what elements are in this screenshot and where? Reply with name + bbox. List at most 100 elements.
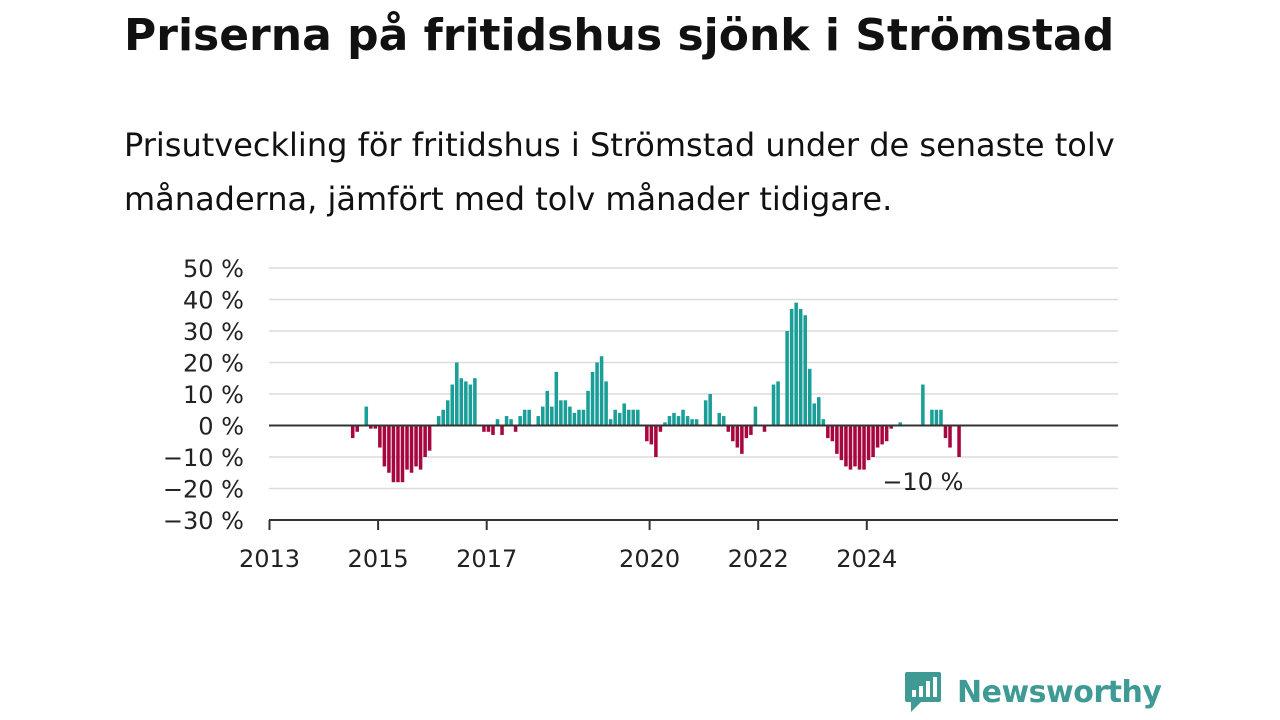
bar (803, 315, 807, 426)
bar (608, 419, 613, 426)
y-tick-label: −10 % (163, 444, 244, 472)
bar (550, 406, 554, 426)
bar (581, 409, 586, 426)
bar (930, 409, 934, 426)
x-tick-label: 2020 (619, 545, 680, 573)
bar (427, 425, 432, 451)
bar (473, 378, 477, 426)
y-tick-label: 0 % (198, 413, 244, 441)
bar (871, 425, 875, 457)
bar (500, 425, 504, 435)
bar (527, 409, 531, 426)
bar (541, 406, 545, 426)
bar (518, 416, 522, 426)
bar (613, 409, 617, 426)
bar (645, 425, 649, 442)
bar (948, 425, 952, 448)
bar (545, 390, 550, 426)
bar (455, 362, 459, 426)
bar (504, 416, 509, 426)
bar (378, 425, 382, 448)
bar (350, 425, 355, 439)
bar (681, 409, 685, 426)
bar (464, 381, 468, 426)
bar (884, 425, 889, 442)
bar (794, 302, 798, 426)
newsworthy-logo-icon (905, 672, 941, 712)
bar (590, 371, 595, 426)
bar (418, 425, 423, 470)
brand-name: Newsworthy (957, 674, 1162, 710)
bar (749, 425, 753, 435)
bar (939, 409, 943, 426)
chart-title: Priserna på fritidshus sjönk i Strömstad (124, 10, 1115, 61)
bar (617, 412, 622, 426)
bar (450, 384, 455, 426)
bar (595, 362, 599, 426)
y-tick-label: 10 % (183, 381, 244, 409)
bar (672, 412, 676, 426)
chart-subtitle: Prisutveckling för fritidshus i Strömsta… (124, 126, 1115, 218)
bar (694, 419, 699, 426)
bar (631, 409, 636, 426)
x-tick-label: 2024 (836, 545, 897, 573)
y-tick-label: 30 % (183, 318, 244, 346)
bar (880, 425, 884, 445)
bar (663, 422, 667, 426)
y-tick-label: −20 % (163, 476, 244, 504)
x-tick-label: 2022 (728, 545, 789, 573)
bar (771, 384, 776, 426)
bar (559, 400, 563, 426)
bar (957, 425, 961, 457)
bar (821, 419, 826, 426)
bar (355, 425, 359, 432)
bar (798, 308, 803, 426)
bar (563, 400, 568, 426)
bar (649, 425, 654, 445)
gridlines (269, 267, 1118, 490)
bar (391, 425, 396, 483)
bar (857, 425, 862, 470)
bar (789, 308, 794, 426)
bar (423, 425, 427, 457)
bar (839, 425, 844, 461)
bar (536, 416, 540, 426)
bar (586, 390, 590, 426)
bar (717, 412, 721, 426)
bar (844, 425, 848, 467)
bar (934, 409, 939, 426)
y-axis-labels: 50 % 40 % 30 % 20 % 10 % 0 % −10 % −20 % −30 % (163, 255, 244, 535)
bar (414, 425, 418, 467)
bar (726, 425, 731, 432)
y-tick-label: 40 % (183, 287, 244, 315)
bar (817, 397, 821, 426)
bar (369, 425, 373, 429)
bar (654, 425, 658, 457)
bar (636, 409, 640, 426)
bar (568, 406, 572, 426)
x-tick-label: 2017 (456, 545, 517, 573)
bar (364, 406, 369, 426)
bar (708, 394, 712, 426)
bar (445, 400, 450, 426)
bar (722, 416, 726, 426)
last-value-label: −10 % (882, 468, 963, 496)
bar (495, 419, 500, 426)
bar (866, 425, 871, 461)
bar (468, 384, 473, 426)
bar (735, 425, 740, 448)
bar (812, 403, 817, 426)
bar (572, 412, 577, 426)
bar (405, 425, 409, 470)
bar (626, 409, 631, 426)
bar (554, 371, 559, 426)
bar (943, 425, 948, 439)
bar (898, 422, 902, 426)
bar (921, 384, 925, 426)
bar (373, 425, 378, 429)
bar (577, 409, 581, 426)
x-tick-label: 2013 (239, 545, 300, 573)
bar (753, 406, 758, 426)
bar (731, 425, 735, 442)
y-tick-label: −30 % (163, 507, 244, 535)
